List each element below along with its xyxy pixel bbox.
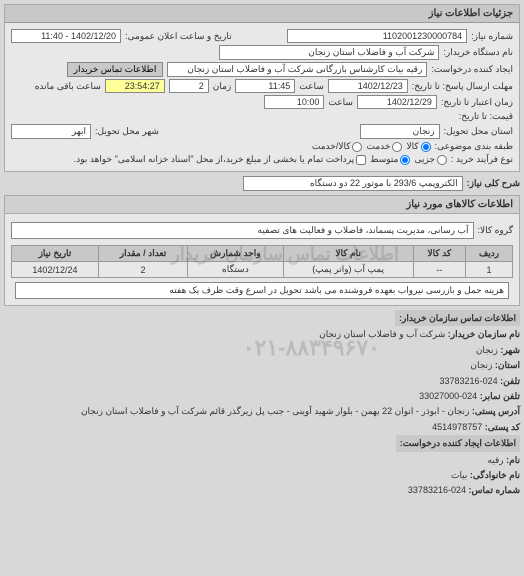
deadline-time-field[interactable]: 11:45 bbox=[235, 79, 295, 93]
name-value: رقیه bbox=[487, 455, 503, 465]
goods-table: ردیف کد کالا نام کالا واحد شمارش تعداد /… bbox=[11, 245, 513, 278]
proc-medium-radio[interactable]: متوسط bbox=[370, 154, 410, 165]
fax-label: تلفن نمابر: bbox=[480, 391, 520, 401]
proc-note-check[interactable]: پرداخت تمام یا بخشی از مبلغ خرید،از محل … bbox=[74, 154, 366, 165]
prov-label: استان: bbox=[495, 360, 520, 370]
addr-label: آدرس پستی: bbox=[472, 406, 520, 416]
contact-section: ۰۲۱-۸۸۳۴۹۶۷۰ اطلاعات تماس سازمان خریدار:… bbox=[4, 310, 520, 498]
th-name: نام کالا bbox=[283, 246, 413, 262]
tel-value: 024-33783216 bbox=[440, 376, 498, 386]
family-value: بیات bbox=[451, 470, 467, 480]
remain-suffix: ساعت باقی مانده bbox=[35, 81, 101, 92]
group-label: گروه کالا: bbox=[478, 225, 513, 236]
prov-value: زنجان bbox=[470, 360, 492, 370]
city-value: زنجان bbox=[476, 345, 498, 355]
requester-label: ایجاد کننده درخواست: bbox=[431, 64, 513, 75]
org-value: شرکت آب و فاضلاب استان زنجان bbox=[319, 329, 445, 339]
cell-name: پمپ آب (واتر پمپ) bbox=[283, 262, 413, 278]
addr-value: زنجان - ابوذر - انوان 22 بهمن - بلوار شه… bbox=[81, 406, 469, 416]
table-row[interactable]: 1 -- پمپ آب (واتر پمپ) دستگاه 2 1402/12/… bbox=[12, 262, 513, 278]
city-label: شهر: bbox=[500, 345, 520, 355]
note-box: هزینه حمل و بازرسی نیرواب بعهده فروشنده … bbox=[15, 282, 509, 299]
validity-label: زمان اعتبار تا تاریخ: bbox=[441, 97, 513, 108]
th-code: کد کالا bbox=[413, 246, 465, 262]
remain-days-field[interactable]: 2 bbox=[169, 79, 209, 93]
requester-field[interactable]: رقیه بیات کارشناس بازرگانی شرکت آب و فاض… bbox=[167, 62, 427, 77]
ctel-label: شماره تماس: bbox=[469, 485, 520, 495]
family-label: نام خانوادگی: bbox=[470, 470, 520, 480]
process-label: نوع فرآیند خرید : bbox=[451, 154, 513, 165]
th-unit: واحد شمارش bbox=[188, 246, 284, 262]
deadline-date-field[interactable]: 1402/12/23 bbox=[328, 79, 408, 93]
cost-label: قیمت: تا تاریخ: bbox=[459, 111, 513, 122]
postal-value: 4514978757 bbox=[432, 422, 482, 432]
validity-time-label: ساعت bbox=[328, 97, 353, 108]
delivery-prov-label: استان محل تحویل: bbox=[444, 126, 513, 137]
validity-time-field[interactable]: 10:00 bbox=[264, 95, 324, 109]
pub-datetime-field[interactable]: 1402/12/20 - 11:40 bbox=[11, 29, 121, 43]
contact-header: اطلاعات تماس سازمان خریدار: bbox=[395, 310, 520, 326]
th-date: تاریخ نیاز bbox=[12, 246, 99, 262]
buyer-label: نام دستگاه خریدار: bbox=[443, 47, 513, 58]
req-no-label: شماره نیاز: bbox=[471, 31, 513, 42]
pub-datetime-label: تاریخ و ساعت اعلان عمومی: bbox=[125, 31, 232, 42]
delivery-city-label: شهر محل تحویل: bbox=[95, 126, 159, 137]
form-body: شماره نیاز: 1102001230000784 تاریخ و ساع… bbox=[5, 23, 519, 171]
fax-value: 024-33027000 bbox=[419, 391, 477, 401]
remain-time-field: 23:54:27 bbox=[105, 79, 165, 93]
cat-goodsservice-radio[interactable]: کالا/خدمت bbox=[312, 141, 363, 152]
desc-title-label: شرح کلی نیاز: bbox=[467, 178, 520, 189]
delivery-city-field[interactable]: ابهر bbox=[11, 124, 91, 139]
deadline-time-label: ساعت bbox=[299, 81, 324, 92]
remain-label: زمان bbox=[213, 81, 232, 92]
table-header-row: ردیف کد کالا نام کالا واحد شمارش تعداد /… bbox=[12, 246, 513, 262]
desc-section: شرح کلی نیاز: الکتروپمپ 293/6 با موتور 2… bbox=[4, 176, 520, 191]
cat-goods-radio[interactable]: کالا bbox=[406, 141, 430, 152]
cat-service-radio[interactable]: خدمت bbox=[366, 141, 402, 152]
delivery-prov-field[interactable]: زنجان bbox=[360, 124, 440, 139]
th-row: ردیف bbox=[466, 246, 513, 262]
panel-header: جزئیات اطلاعات نیاز bbox=[5, 5, 519, 23]
desc-title-field[interactable]: الکتروپمپ 293/6 با موتور 22 دو دستگاه bbox=[243, 176, 463, 191]
main-panel: جزئیات اطلاعات نیاز شماره نیاز: 11020012… bbox=[4, 4, 520, 172]
postal-label: کد پستی: bbox=[485, 422, 520, 432]
goods-header: اطلاعات کالاهای مورد نیاز bbox=[4, 195, 520, 213]
proc-minor-radio[interactable]: جزیی bbox=[414, 154, 447, 165]
goods-panel: اطلاعات تماس سازمان خریدار گروه کالا: آب… bbox=[4, 213, 520, 306]
cell-code: -- bbox=[413, 262, 465, 278]
cell-row: 1 bbox=[466, 262, 513, 278]
buyer-field[interactable]: شرکت آب و فاضلاب استان زنجان bbox=[219, 45, 439, 60]
group-field[interactable]: آب رسانی، مدیریت پسماند، فاضلاب و فعالیت… bbox=[11, 222, 474, 239]
cell-date: 1402/12/24 bbox=[12, 262, 99, 278]
validity-date-field[interactable]: 1402/12/29 bbox=[357, 95, 437, 109]
deadline-label: مهلت ارسال پاسخ: تا تاریخ: bbox=[412, 81, 513, 92]
req-no-field[interactable]: 1102001230000784 bbox=[287, 29, 467, 43]
contact-info-button[interactable]: اطلاعات تماس خریدار bbox=[67, 62, 164, 77]
org-label: نام سازمان خریدار: bbox=[448, 329, 520, 339]
req-creator-header: اطلاعات ایجاد کننده درخواست: bbox=[396, 435, 520, 451]
tel-label: تلفن: bbox=[500, 376, 520, 386]
category-label: طبقه بندی موضوعی: bbox=[435, 141, 513, 152]
cell-qty: 2 bbox=[98, 262, 187, 278]
cell-unit: دستگاه bbox=[188, 262, 284, 278]
panel-title: جزئیات اطلاعات نیاز bbox=[429, 8, 513, 19]
ctel-value: 024-33783216 bbox=[408, 485, 466, 495]
name-label: نام: bbox=[506, 455, 520, 465]
th-qty: تعداد / مقدار bbox=[98, 246, 187, 262]
